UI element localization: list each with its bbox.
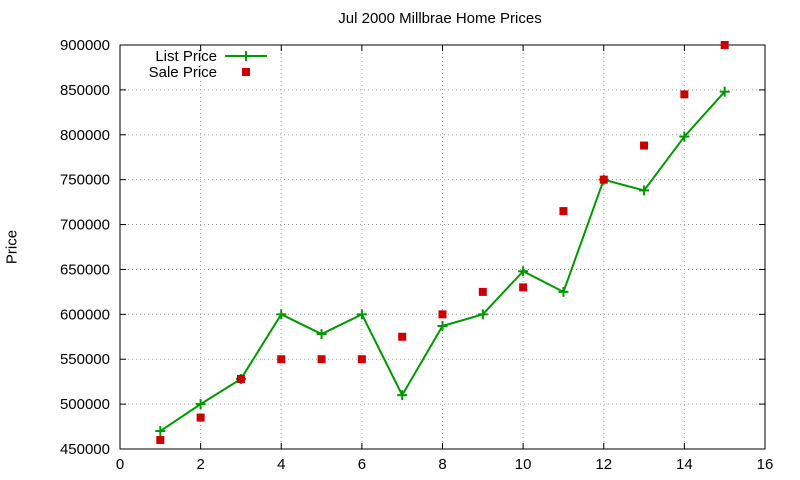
list-price-point: [276, 309, 287, 320]
chart-title: Jul 2000 Millbrae Home Prices: [338, 10, 542, 27]
sale-price-point: [196, 413, 205, 422]
y-tick-label: 900000: [60, 37, 110, 54]
legend-swatch-cross: [241, 51, 251, 61]
sale-price-point: [599, 175, 608, 184]
sale-price-point: [277, 355, 286, 364]
list-price-point: [195, 399, 206, 410]
legend-label: Sale Price: [149, 64, 217, 81]
sale-price-point: [640, 141, 649, 150]
sale-price-point: [478, 287, 487, 296]
legend-label: List Price: [155, 48, 217, 65]
grid-lines: [120, 45, 765, 449]
x-tick-label: 4: [277, 456, 285, 473]
list-price-point: [679, 131, 690, 142]
y-tick-label: 700000: [60, 217, 110, 234]
y-tick-label: 650000: [60, 261, 110, 278]
sale-price-point: [438, 310, 447, 319]
list-price-point: [477, 309, 488, 320]
list-price-point: [437, 321, 448, 332]
list-price-point: [558, 286, 569, 297]
x-tick-label: 14: [676, 456, 693, 473]
y-tick-label: 600000: [60, 306, 110, 323]
legend-swatch-square: [242, 68, 250, 76]
x-tick-label: 8: [438, 456, 446, 473]
x-tick-label: 10: [515, 456, 532, 473]
sale-price-point: [559, 207, 568, 216]
sale-price-point: [720, 41, 729, 49]
sale-price-point: [236, 374, 245, 383]
x-tick-label: 2: [196, 456, 204, 473]
y-tick-label: 800000: [60, 127, 110, 144]
list-price-point: [155, 426, 166, 437]
y-tick-label: 750000: [60, 172, 110, 189]
y-tick-label: 500000: [60, 396, 110, 413]
x-tick-label: 16: [757, 456, 774, 473]
sale-price-point: [398, 332, 407, 341]
series-sale-price: [156, 41, 729, 445]
list-price-point: [719, 86, 730, 97]
list-price-point: [316, 329, 327, 340]
y-tick-label: 450000: [60, 441, 110, 458]
sale-price-point: [357, 355, 366, 364]
x-tick-label: 12: [595, 456, 612, 473]
y-tick-label: 850000: [60, 82, 110, 99]
list-price-point: [397, 390, 408, 401]
data-series: [155, 41, 730, 445]
x-tick-label: 6: [358, 456, 366, 473]
list-price-point: [518, 266, 529, 277]
sale-price-point: [156, 436, 165, 445]
y-tick-label: 550000: [60, 351, 110, 368]
list-price-point: [356, 309, 367, 320]
axis-ticks: 0 2 4 6 8 10 12 14 16 450000 500000 550000 600000 650…: [60, 37, 773, 473]
list-price-point: [639, 185, 650, 196]
sale-price-point: [519, 283, 528, 292]
x-tick-label: 0: [116, 456, 124, 473]
sale-price-point: [317, 355, 326, 364]
sale-price-point: [680, 90, 689, 99]
